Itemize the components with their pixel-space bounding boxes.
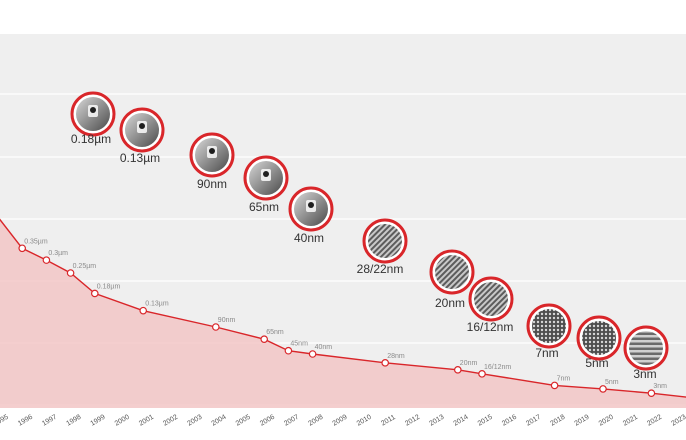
node-finfet-micrograph-icon [362,218,408,264]
data-point [18,244,27,253]
data-label: 7nm [557,375,571,382]
x-axis-ticks: 1995 1996 1997 1998 1999 2000 2001 2002 2003 2004… [0,414,686,428]
data-point [381,359,390,367]
node-detail [90,107,96,113]
year-tick-label: 2000 [114,414,131,428]
data-point [212,323,220,331]
data-label: 0.35µm [24,238,48,245]
data-label: 28nm [387,353,405,360]
data-label: 0.18µm [97,283,121,290]
data-point [91,289,99,298]
node-transistor-micrograph-icon [243,155,289,201]
node-image [368,224,402,258]
data-point [260,335,269,343]
year-tick-label: 2008 [307,414,324,428]
node-detail [308,202,314,208]
node-image [435,255,469,289]
node-label: 65nm [249,200,279,214]
node-label: 16/12nm [467,320,514,334]
node-cross-section-micrograph-icon [119,107,165,153]
year-tick-label: 1996 [17,414,34,428]
year-tick-label: 2020 [598,414,615,428]
year-tick-label: 2021 [622,414,639,428]
node-array-micrograph-icon [576,315,622,361]
year-tick-label: 2023 [670,414,686,428]
year-tick-label: 2018 [549,414,566,428]
year-tick-label: 1998 [65,414,82,428]
data-point [647,389,656,398]
node-label: 0.13µm [120,151,160,165]
year-tick-label: 1995 [0,414,10,428]
year-tick-label: 2005 [235,414,252,428]
node-image [629,331,663,365]
data-point [308,350,317,358]
data-label: 45nm [290,341,308,348]
year-tick-label: 2012 [404,414,421,428]
data-label: 0.3µm [48,250,68,257]
node-finfet-micrograph-icon [429,249,475,295]
data-label: 3nm [653,383,667,390]
data-label: 40nm [315,344,333,351]
data-point [42,256,51,264]
year-tick-label: 2022 [646,414,663,428]
year-tick-label: 2017 [525,414,542,428]
gridlines [0,93,686,344]
year-tick-label: 2010 [356,414,373,428]
node-label: 28/22nm [357,262,404,276]
year-tick-label: 2003 [186,414,203,428]
node-image [474,282,508,316]
year-tick-label: 1997 [41,414,58,428]
year-tick-label: 2002 [162,414,179,428]
year-tick-label: 2007 [283,414,300,428]
node-image [582,321,616,355]
year-tick-label: 2016 [501,414,518,428]
year-tick-label: 2006 [259,414,276,428]
data-label: 20nm [460,360,478,367]
year-tick-label: 2004 [211,414,228,428]
node-detail [209,148,215,154]
year-tick-label: 2014 [453,414,470,428]
year-tick-label: 2009 [332,414,349,428]
year-tick-label: 2011 [380,414,397,428]
node-detail [139,123,145,129]
node-label: 3nm [633,367,656,381]
area-fill [0,219,686,408]
data-point [550,381,559,390]
data-label: 0.13µm [145,301,169,308]
points-layer [18,244,656,398]
node-cross-section-micrograph-icon [70,91,116,137]
data-point [478,370,486,378]
node-image [532,309,566,343]
year-tick-label: 1999 [90,414,107,428]
year-tick-label: 2001 [138,414,155,428]
year-tick-label: 2013 [428,414,445,428]
data-point [66,269,75,277]
year-tick-label: 2019 [574,414,591,428]
node-label: 5nm [585,356,608,370]
node-detail [263,171,269,177]
data-label: 16/12nm [484,364,511,371]
node-label: 40nm [294,231,324,245]
node-label: 90nm [197,177,227,191]
node-layer: 0.18µm0.13µm90nm65nm40nm28/22nm20nm16/12… [70,91,669,381]
node-label: 0.18µm [71,132,111,146]
data-label: 90nm [218,317,236,324]
node-nanosheet-micrograph-icon [623,325,669,371]
year-tick-label: 2015 [477,414,494,428]
data-point [599,385,607,393]
data-point [139,306,148,315]
node-transistor-micrograph-icon [189,132,235,178]
data-point [284,346,293,355]
data-label: 5nm [605,379,619,386]
data-label: 0.25µm [73,263,97,270]
node-transistor-micrograph-icon [288,186,334,232]
node-label: 20nm [435,296,465,310]
data-label: 65nm [266,329,284,336]
node-finfet-micrograph-icon [468,276,514,322]
data-point [453,366,462,374]
node-array-micrograph-icon [526,303,572,349]
node-label: 7nm [535,346,558,360]
